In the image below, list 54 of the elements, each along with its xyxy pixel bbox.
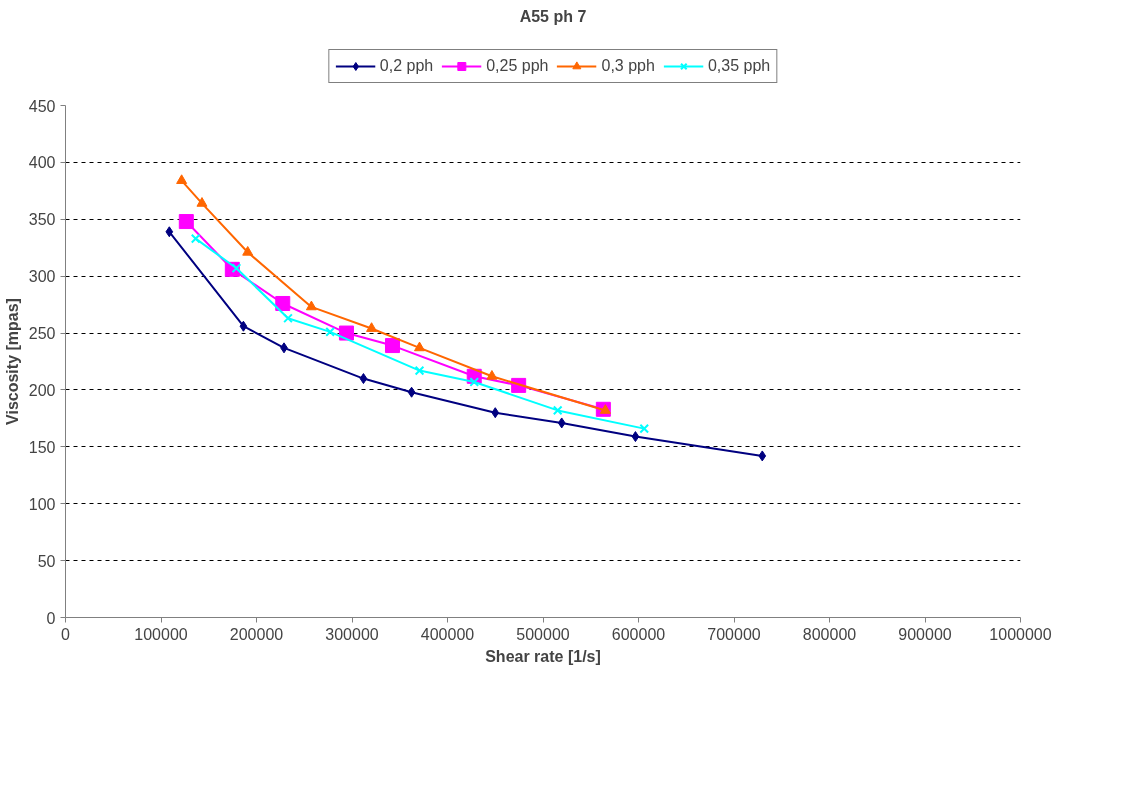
y-tick-label: 50 <box>37 552 56 570</box>
y-tick-label: 0 <box>46 609 56 627</box>
point <box>552 405 563 416</box>
x-tick-label: 800000 <box>802 625 857 643</box>
x-tick-label: 1000000 <box>989 625 1052 643</box>
point <box>178 214 194 230</box>
point <box>176 174 188 184</box>
y-tick-label: 200 <box>28 381 56 399</box>
x-tick-label: 700000 <box>707 625 761 643</box>
point <box>305 300 317 311</box>
legend-label: 0,2 pph <box>379 57 434 75</box>
point <box>557 417 566 429</box>
x-tick-label: 600000 <box>611 625 666 643</box>
x-tick-label: 100000 <box>134 625 188 643</box>
point <box>599 404 611 414</box>
point <box>414 341 426 352</box>
point <box>407 386 416 398</box>
x-tick-label: 500000 <box>516 625 570 643</box>
point <box>325 327 336 337</box>
point <box>486 370 498 380</box>
x-tick-label: 200000 <box>229 625 284 643</box>
point <box>366 322 378 332</box>
y-tick-label: 150 <box>28 438 56 456</box>
legend-label: 0,25 pph <box>486 57 549 75</box>
point <box>275 295 291 311</box>
y-tick-label: 400 <box>28 154 56 172</box>
x-tick-label: 900000 <box>898 625 952 643</box>
x-tick-label: 400000 <box>420 625 475 643</box>
legend-label: 0,35 pph <box>707 57 771 75</box>
point <box>491 407 500 419</box>
y-tick-label: 300 <box>28 268 56 286</box>
point <box>196 197 208 207</box>
y-tick-label: 250 <box>28 325 56 343</box>
point <box>631 431 640 443</box>
point <box>242 246 254 256</box>
point <box>190 233 201 244</box>
y-tick-label: 350 <box>28 211 56 229</box>
point <box>414 365 425 376</box>
x-tick-label: 300000 <box>325 625 379 643</box>
point <box>165 226 174 238</box>
point <box>639 423 650 434</box>
x-tick-label: 0 <box>61 625 71 643</box>
point <box>469 377 480 387</box>
point <box>384 338 400 354</box>
y-tick-label: 100 <box>28 495 56 513</box>
y-tick-label: 450 <box>28 97 56 115</box>
point <box>758 450 767 462</box>
legend-label: 0,3 pph <box>601 57 655 75</box>
point <box>239 320 248 332</box>
x-axis-title: Shear rate [1/s] <box>485 647 601 665</box>
y-axis-title: Viscosity [mpas] <box>3 298 21 425</box>
point <box>283 313 293 324</box>
chart-title: A55 ph 7 <box>519 7 587 25</box>
point <box>359 373 368 385</box>
